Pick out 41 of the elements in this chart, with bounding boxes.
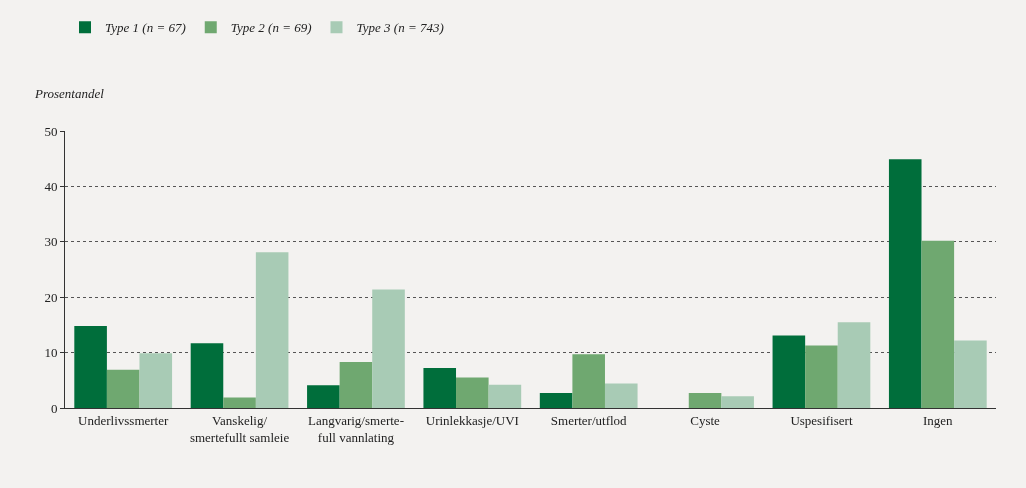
y-tick-label: 20	[44, 289, 58, 305]
legend-label: Type 3 (n = 743)	[356, 20, 444, 36]
bar	[888, 159, 922, 408]
y-tick-label: 0	[50, 400, 58, 416]
bar	[721, 396, 754, 408]
bar	[307, 385, 340, 408]
bar	[139, 353, 173, 408]
bar	[423, 368, 457, 408]
bar	[190, 343, 224, 408]
y-tick-label: 40	[44, 178, 58, 194]
bar	[837, 322, 871, 408]
y-tick-label: 10	[44, 345, 58, 361]
bar	[572, 354, 605, 408]
bar	[604, 383, 638, 408]
x-tick-label: Vanskelig/ smertefullt samleie	[189, 412, 290, 445]
bar	[372, 289, 405, 408]
y-tick-label: 50	[44, 123, 58, 139]
bar	[539, 393, 573, 408]
x-tick-label: Underlivssmerter	[78, 412, 169, 428]
legend-label: Type 1 (n = 67)	[105, 20, 186, 36]
y-axis-title: Prosentandel	[34, 86, 105, 101]
x-tick-label: Smerter/utflod	[550, 412, 628, 428]
bar	[339, 362, 373, 408]
bar	[688, 393, 722, 408]
bar	[456, 377, 489, 408]
legend-label: Type 2 (n = 69)	[230, 20, 312, 36]
bar	[772, 335, 806, 408]
bar	[106, 369, 140, 408]
bar	[488, 384, 522, 408]
x-tick-label: Cyste	[690, 412, 721, 428]
x-tick-label: Langvarig/smerte- full vannlating	[307, 412, 404, 445]
bar	[223, 397, 256, 408]
bar	[921, 240, 955, 408]
x-tick-label: Ingen	[923, 412, 954, 428]
x-tick-label: Uspesifisert	[790, 412, 853, 428]
bar	[805, 345, 838, 408]
y-tick-label: 30	[44, 234, 58, 250]
bar	[255, 252, 289, 408]
bar	[954, 340, 987, 408]
x-tick-label: Urinlekkasje/UVI	[425, 412, 519, 428]
bar	[74, 326, 107, 408]
